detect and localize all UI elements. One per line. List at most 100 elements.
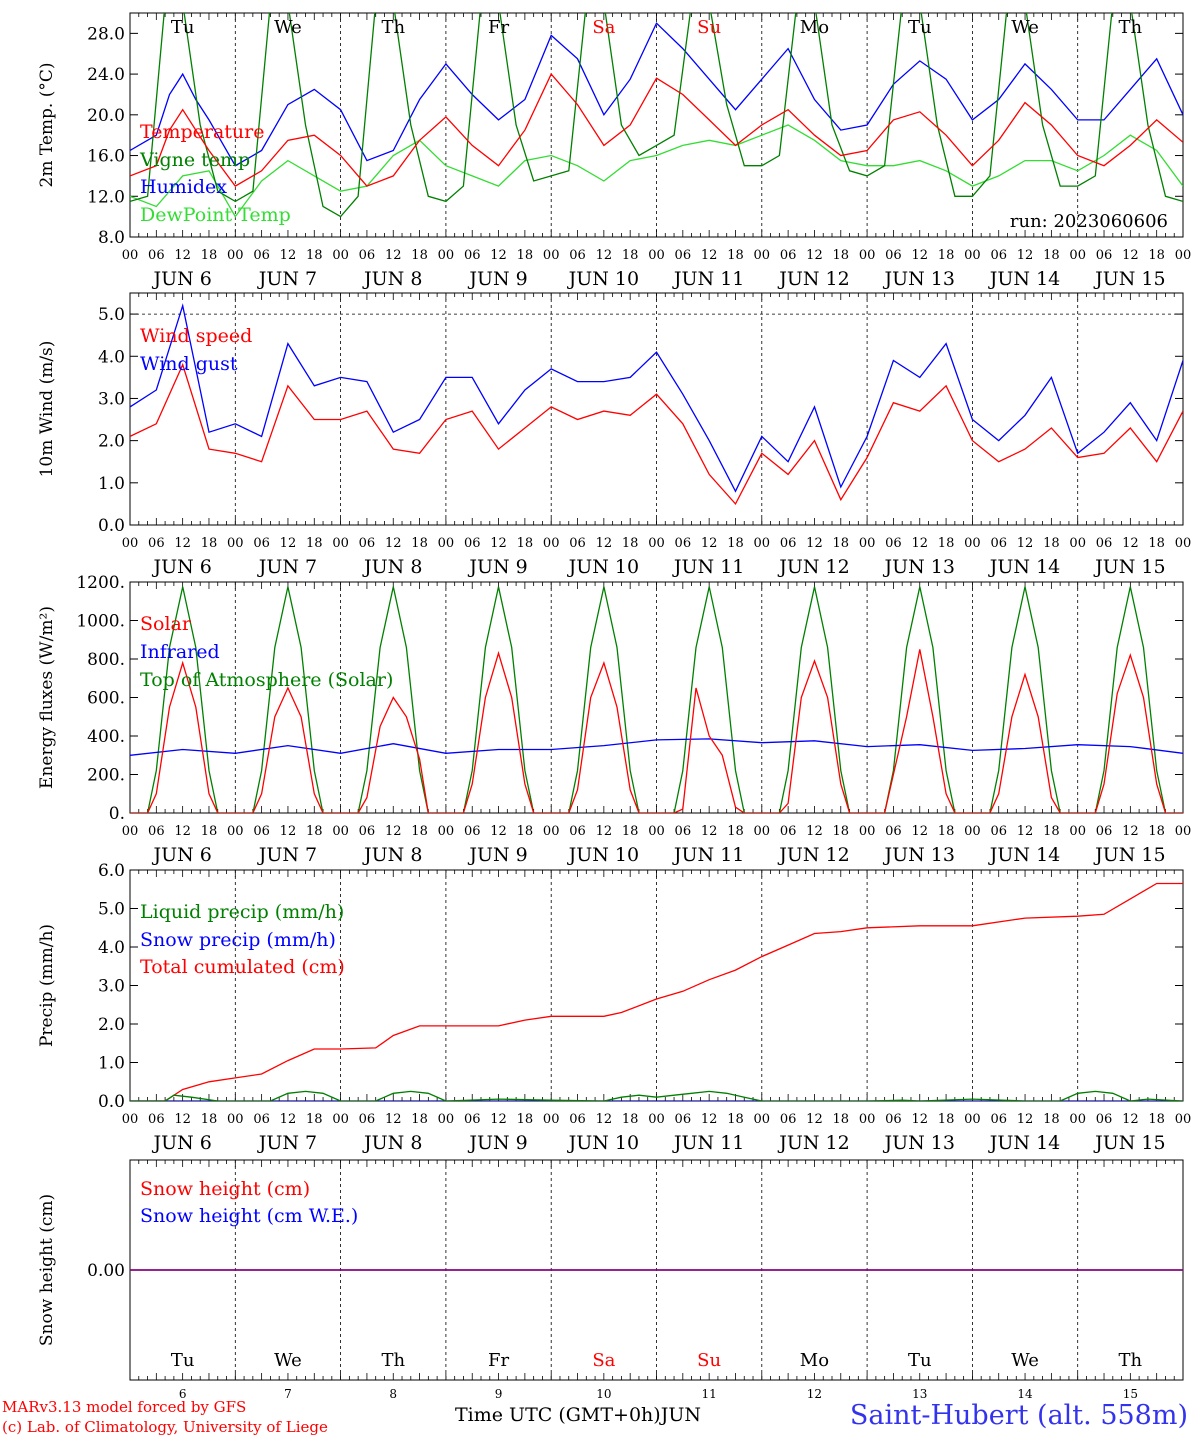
hour-label: 06 <box>148 248 165 263</box>
hour-label: 06 <box>1096 248 1113 263</box>
hour-label: 18 <box>938 824 955 839</box>
series-line <box>130 882 1183 1101</box>
panel-4: 0.0 1.0 2.0 3.0 4.0 5.0 6.0 Precip (mm/h) Liquid… <box>37 861 1191 1154</box>
hour-label: 06 <box>990 536 1007 551</box>
hour-label: 18 <box>306 824 323 839</box>
weekday-label: Sa <box>592 1350 615 1371</box>
panel-2: 0.0 1.0 2.0 3.0 4.0 5.0 10m Wind (m/s) Wind spe… <box>37 292 1191 578</box>
weekday-label: Fr <box>488 1350 509 1371</box>
hour-label: 12 <box>174 824 191 839</box>
hour-label: 18 <box>517 824 534 839</box>
hour-label: 00 <box>754 536 771 551</box>
date-label: JUN 14 <box>988 556 1060 578</box>
hour-label: 06 <box>359 536 376 551</box>
hour-label: 18 <box>201 824 218 839</box>
hour-label: 06 <box>253 1112 270 1127</box>
series-line <box>130 303 1183 493</box>
hour-label: 00 <box>648 824 665 839</box>
y-tick-label: 3.0 <box>98 389 125 409</box>
y-tick-label: 600. <box>87 689 125 709</box>
hour-label: 12 <box>280 248 297 263</box>
hour-label: 18 <box>411 1112 428 1127</box>
hour-label: 12 <box>596 536 613 551</box>
y-tick-label: 5.0 <box>98 900 125 920</box>
hour-label: 00 <box>227 1112 244 1127</box>
hour-label: 00 <box>543 536 560 551</box>
weekday-label: Su <box>697 1350 721 1371</box>
weekday-label: Th <box>381 1350 405 1371</box>
date-label: JUN 9 <box>467 844 527 866</box>
hour-label: 00 <box>859 1112 876 1127</box>
series-line <box>130 738 1183 756</box>
date-label: JUN 15 <box>1093 844 1165 866</box>
y-tick-label: 0.0 <box>98 1092 125 1112</box>
hour-label: 18 <box>727 536 744 551</box>
date-label: JUN 12 <box>777 844 849 866</box>
legend-entry: DewPoint Temp <box>140 204 291 226</box>
hour-label: 12 <box>806 248 823 263</box>
hour-label: 00 <box>648 536 665 551</box>
hour-label: 00 <box>227 248 244 263</box>
hour-label: 00 <box>754 1112 771 1127</box>
legend-entry: Snow height (cm W.E.) <box>140 1205 358 1227</box>
weekday-label: Tu <box>171 1350 195 1371</box>
hour-label: 00 <box>1069 824 1086 839</box>
day-number-label: 15 <box>1123 1387 1138 1401</box>
hour-label: 12 <box>596 824 613 839</box>
hour-label: 18 <box>1043 1112 1060 1127</box>
hour-label: 12 <box>806 536 823 551</box>
y-tick-label: 12.0 <box>87 187 125 207</box>
hour-label: 18 <box>306 536 323 551</box>
weekday-label: We <box>1011 1350 1039 1371</box>
date-label: JUN 15 <box>1093 556 1165 578</box>
weekday-label: Mo <box>800 1350 829 1371</box>
hour-label: 00 <box>1175 824 1192 839</box>
hour-label: 00 <box>438 824 455 839</box>
weekday-label: Th <box>1119 1350 1143 1371</box>
hour-label: 00 <box>1175 1112 1192 1127</box>
weekday-label: Th <box>381 17 405 38</box>
x-axis-title-text: Time UTC (GMT+0h) <box>455 1404 661 1426</box>
hour-label: 12 <box>701 824 718 839</box>
y-tick-label: 28.0 <box>87 24 125 44</box>
hour-label: 06 <box>675 1112 692 1127</box>
series-line <box>130 22 1183 167</box>
hour-label: 00 <box>859 248 876 263</box>
hour-label: 06 <box>359 1112 376 1127</box>
hour-label: 12 <box>596 248 613 263</box>
hour-label: 18 <box>833 248 850 263</box>
hour-label: 06 <box>464 248 481 263</box>
y-axis-label: Precip (mm/h) <box>37 924 57 1047</box>
hour-label: 06 <box>569 536 586 551</box>
date-label: JUN 9 <box>467 556 527 578</box>
hour-label: 06 <box>148 1112 165 1127</box>
day-number-label: 8 <box>389 1387 397 1401</box>
y-tick-label: 0. <box>109 804 125 824</box>
hour-label: 00 <box>964 248 981 263</box>
hour-label: 06 <box>885 1112 902 1127</box>
panel-1: 8.0 12.0 16.0 20.0 24.0 28.0 2m Temp. (°C) Temp… <box>37 12 1191 290</box>
day-number-label: 10 <box>596 1387 611 1401</box>
hour-label: 00 <box>332 1112 349 1127</box>
hour-label: 18 <box>938 536 955 551</box>
hour-label: 18 <box>727 248 744 263</box>
hour-label: 12 <box>280 1112 297 1127</box>
date-label: JUN 9 <box>467 268 527 290</box>
date-label: JUN 10 <box>567 844 639 866</box>
date-label: JUN 13 <box>883 844 955 866</box>
hour-label: 18 <box>938 1112 955 1127</box>
hour-label: 00 <box>543 1112 560 1127</box>
hour-label: 12 <box>911 1112 928 1127</box>
hour-label: 06 <box>253 536 270 551</box>
hour-label: 06 <box>990 248 1007 263</box>
y-tick-label: 200. <box>87 766 125 786</box>
date-label: JUN 8 <box>362 268 422 290</box>
date-label: JUN 8 <box>362 1132 422 1154</box>
hour-label: 00 <box>859 824 876 839</box>
hour-label: 00 <box>859 536 876 551</box>
hour-label: 06 <box>1096 1112 1113 1127</box>
y-tick-label: 3.0 <box>98 977 125 997</box>
y-tick-label: 6.0 <box>98 861 125 881</box>
y-tick-label: 0.00 <box>87 1261 125 1281</box>
